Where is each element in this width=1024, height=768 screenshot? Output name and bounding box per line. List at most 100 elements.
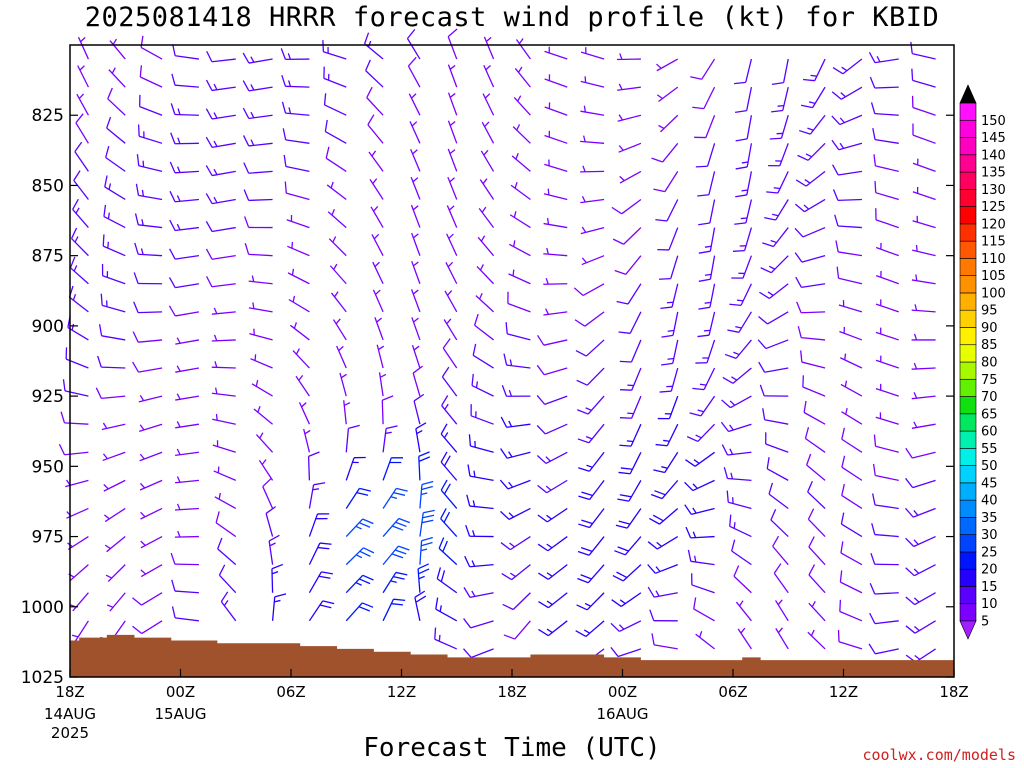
x-tick-label: 06Z [718, 683, 747, 701]
wind-barb [735, 143, 753, 170]
barb-flag-full [98, 324, 103, 336]
wind-barb [537, 479, 568, 494]
barb-staff [412, 372, 421, 397]
y-tick-label: 975 [32, 528, 64, 548]
barb-staff [661, 479, 679, 500]
barb-flag-half [352, 461, 359, 464]
barb-staff [211, 366, 236, 369]
barb-flag-full [655, 443, 668, 447]
barb-flag-half [733, 351, 740, 356]
barb-staff [70, 267, 89, 285]
wind-barb [804, 427, 826, 453]
colorbar-segment [959, 258, 977, 276]
wind-barb [140, 507, 163, 520]
barb-staff [211, 142, 236, 148]
wind-barb [537, 507, 568, 523]
barb-flag-full [244, 216, 250, 228]
barb-staff [69, 564, 89, 581]
barb-staff [107, 564, 126, 583]
barb-staff [483, 64, 495, 88]
barb-flag-full [205, 165, 213, 176]
barb-flag-half [514, 182, 518, 189]
barb-staff [912, 79, 936, 88]
barb-staff [802, 226, 826, 238]
wind-barb [868, 52, 899, 64]
barb-staff [446, 205, 458, 228]
barb-flag-full [169, 248, 176, 260]
barb-flag-half [914, 626, 920, 632]
barb-flag-full [398, 545, 410, 551]
barb-flag-full [62, 379, 66, 392]
barb-flag-half [343, 402, 351, 406]
wind-barb [578, 479, 605, 501]
barb-staff [469, 505, 494, 510]
barb-staff [656, 536, 679, 550]
barb-staff [631, 395, 642, 419]
wind-barb [284, 181, 310, 201]
barb-flag-half [618, 114, 624, 121]
wind-barb [502, 592, 531, 611]
wind-barb [536, 423, 568, 435]
barb-flag-full [442, 540, 448, 552]
barb-staff [345, 457, 355, 481]
barb-staff [617, 86, 642, 91]
wind-barb [721, 395, 752, 409]
barb-flag-full [618, 331, 631, 334]
barb-flag-full [651, 633, 655, 646]
barb-staff [286, 219, 310, 229]
barb-staff [285, 112, 310, 116]
wind-barb [808, 601, 826, 622]
barb-flag-half [704, 245, 712, 248]
barb-staff [874, 504, 899, 510]
barb-flag-full [911, 95, 914, 108]
wind-barb [447, 64, 458, 88]
wind-barb [140, 535, 163, 549]
wind-barb [507, 291, 531, 313]
barb-staff [440, 433, 458, 453]
barb-staff [508, 507, 531, 520]
wind-barb [647, 536, 679, 550]
barb-flag-full [104, 175, 108, 188]
wind-barb [538, 592, 568, 609]
barb-flag-full [870, 553, 876, 565]
barb-flag-half [176, 503, 181, 510]
barb-flag-full [735, 194, 747, 198]
barb-flag-full [354, 456, 366, 459]
barb-staff [912, 162, 936, 173]
wind-barb [647, 586, 678, 598]
barb-flag-half [420, 548, 428, 552]
barb-flag-full [58, 443, 66, 456]
wind-barb [136, 154, 163, 173]
barb-flag-full [905, 507, 914, 518]
wind-barb [134, 213, 163, 229]
wind-barb [133, 301, 163, 314]
barb-flag-full [438, 537, 445, 549]
wind-barb [242, 135, 273, 147]
wind-barb [417, 563, 430, 593]
barb-flag-full [170, 132, 176, 144]
barb-flag-half [692, 507, 697, 514]
barb-flag-full [137, 124, 140, 137]
barb-flag-half [301, 402, 307, 408]
barb-staff [325, 130, 347, 144]
wind-barb [911, 333, 936, 341]
barb-flag-full [538, 600, 549, 609]
barb-flag-half [618, 83, 623, 90]
wind-barb [769, 115, 789, 140]
barb-flag-full [649, 517, 660, 525]
barb-staff [175, 367, 200, 373]
barb-flag-full [242, 80, 250, 92]
wind-barb [871, 523, 899, 538]
barb-staff [76, 93, 89, 116]
wind-barb [345, 574, 374, 594]
wind-barb [500, 448, 531, 459]
barb-flag-full [467, 464, 471, 477]
barb-staff [589, 479, 605, 500]
barb-flag-half [447, 261, 454, 268]
barb-staff [138, 311, 163, 314]
barb-flag-full [910, 41, 913, 54]
barb-flag-full [407, 56, 417, 67]
colorbar-segment [959, 448, 977, 466]
wind-barb [910, 41, 936, 60]
barb-staff [875, 331, 899, 341]
